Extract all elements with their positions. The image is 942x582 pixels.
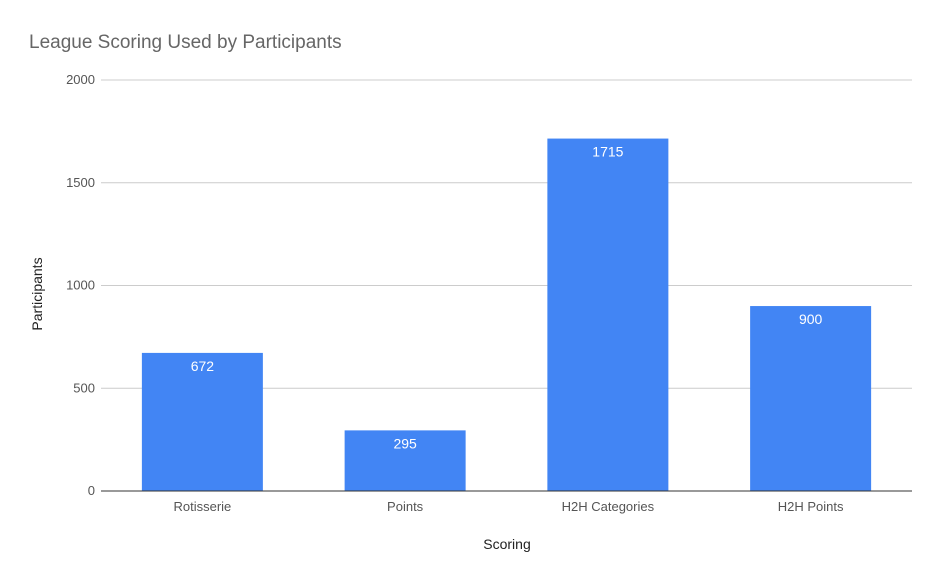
bar [344, 430, 466, 491]
x-tick-label: Points [387, 499, 424, 514]
y-tick-label: 1000 [66, 278, 95, 293]
bar-value-label: 1715 [592, 144, 623, 160]
x-axis-title: Scoring [483, 536, 530, 552]
y-tick-label: 500 [73, 380, 95, 395]
x-tick-label: H2H Points [778, 499, 844, 514]
bar-value-label: 900 [799, 311, 823, 327]
y-tick-label: 1500 [66, 175, 95, 190]
x-axis-ticks: Rotisserie Points H2H Categories H2H Points [173, 499, 844, 514]
bar [547, 138, 669, 491]
bars [141, 138, 872, 491]
data-labels: 672 295 1715 900 [191, 144, 823, 452]
x-tick-label: H2H Categories [562, 499, 655, 514]
y-axis-title: Participants [29, 257, 45, 330]
bar-value-label: 672 [191, 358, 215, 374]
y-tick-label: 2000 [66, 72, 95, 87]
y-axis-ticks: 0 500 1000 1500 2000 [66, 72, 95, 498]
bar [750, 306, 872, 491]
y-tick-label: 0 [88, 483, 95, 498]
bar [141, 352, 263, 491]
x-tick-label: Rotisserie [173, 499, 231, 514]
bar-value-label: 295 [393, 435, 417, 451]
chart-title: League Scoring Used by Participants [29, 32, 342, 53]
